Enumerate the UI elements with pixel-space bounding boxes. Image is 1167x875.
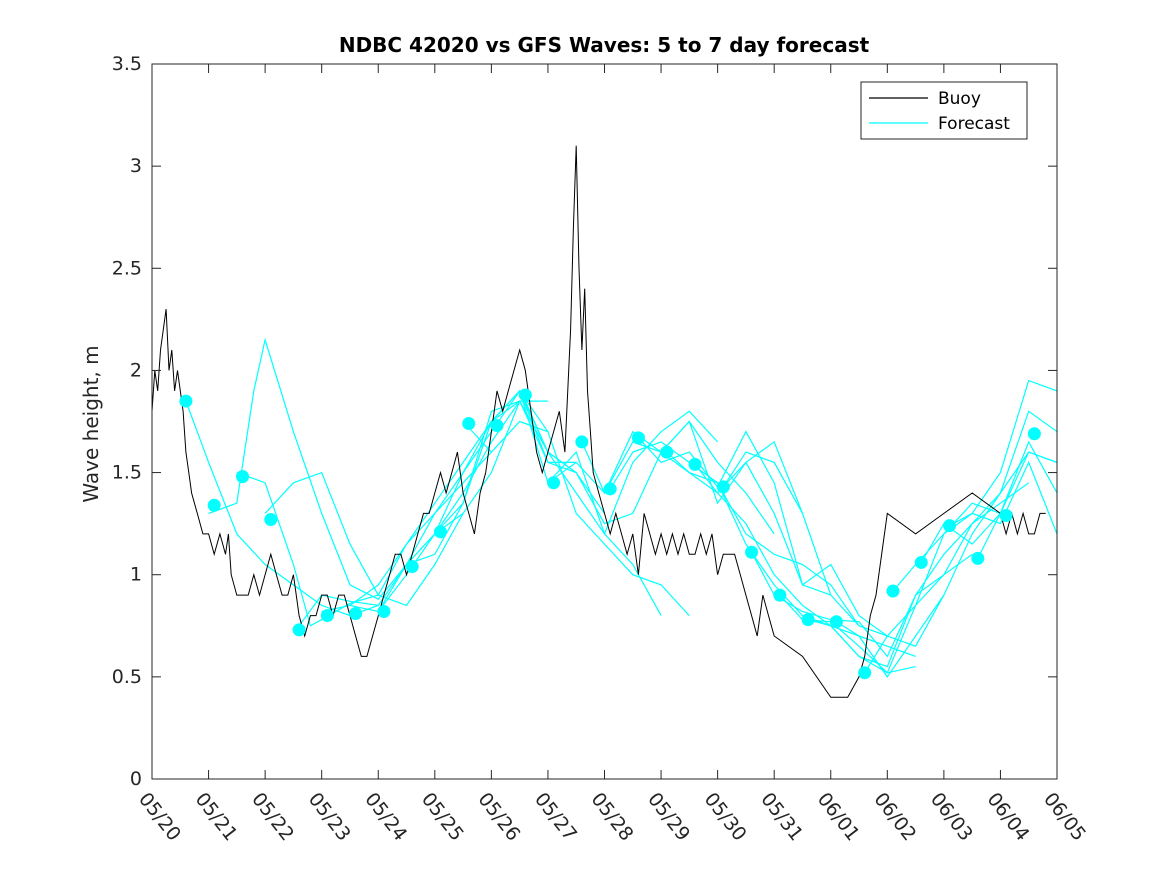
forecast-marker [716,480,730,494]
forecast-marker [999,508,1013,522]
forecast-marker [179,394,193,408]
forecast-marker [603,482,617,496]
forecast-line-17 [666,451,916,657]
forecast-line-11 [490,389,719,536]
y-tick-label: 3.5 [112,53,142,75]
forecast-marker [829,615,843,629]
forecast-marker [914,555,928,569]
forecast-marker [490,419,504,433]
forecast-marker [745,545,759,559]
forecast-line-20 [751,551,973,658]
y-tick-label: 1 [130,564,142,586]
forecast-line-26 [920,440,1057,563]
forecast-marker [660,445,674,459]
forecast-line-22 [807,482,1030,668]
forecast-line-28 [977,451,1057,559]
legend: Buoy Forecast [860,81,1028,140]
forecast-line-14 [581,430,832,596]
y-tick-label: 2.5 [112,257,142,279]
forecast-marker [1027,427,1041,441]
legend-label: Buoy [938,89,981,109]
y-tick-label: 0 [130,768,142,790]
forecast-line-2 [236,451,492,627]
forecast-marker [405,560,419,574]
y-tick-label: 2 [130,359,142,381]
forecast-marker [292,623,306,637]
forecast-marker [575,435,589,449]
buoy-line [152,145,1046,698]
legend-label: Forecast [938,114,1010,134]
forecast-line-5 [321,400,548,613]
forecast-marker [207,498,221,512]
forecast-marker [801,613,815,627]
y-axis-label: Wave height, m [79,345,103,502]
y-tick-label: 3 [130,155,142,177]
y-tick-label: 1.5 [112,462,142,484]
forecast-line-13 [547,420,804,514]
forecast-marker [971,551,985,565]
forecast-marker [462,417,476,431]
data-layer [152,145,1057,698]
forecast-marker [518,388,532,402]
forecast-marker [236,470,249,484]
forecast-marker [773,588,787,602]
forecast-line-0 [185,400,379,617]
forecast-marker [349,607,363,621]
forecast-line-24 [864,410,1057,674]
forecast-marker [433,525,447,539]
forecast-line-19 [722,451,945,647]
forecast-marker [886,584,900,598]
forecast-line-18 [694,464,916,674]
forecast-line-27 [949,460,1057,535]
forecast-marker [547,476,561,490]
forecast-line-3 [264,400,521,607]
forecast-marker [858,666,872,680]
y-tick-label: 0.5 [112,666,142,688]
forecast-marker [688,457,702,471]
forecast-marker [943,519,957,533]
forecast-line-10 [462,420,690,617]
forecast-marker [264,513,278,527]
forecast-marker [320,609,334,623]
forecast-marker [631,431,645,445]
forecast-marker [377,604,391,618]
legend-box [860,81,1028,140]
chart-title: NDBC 42020 vs GFS Waves: 5 to 7 day fore… [339,33,870,57]
